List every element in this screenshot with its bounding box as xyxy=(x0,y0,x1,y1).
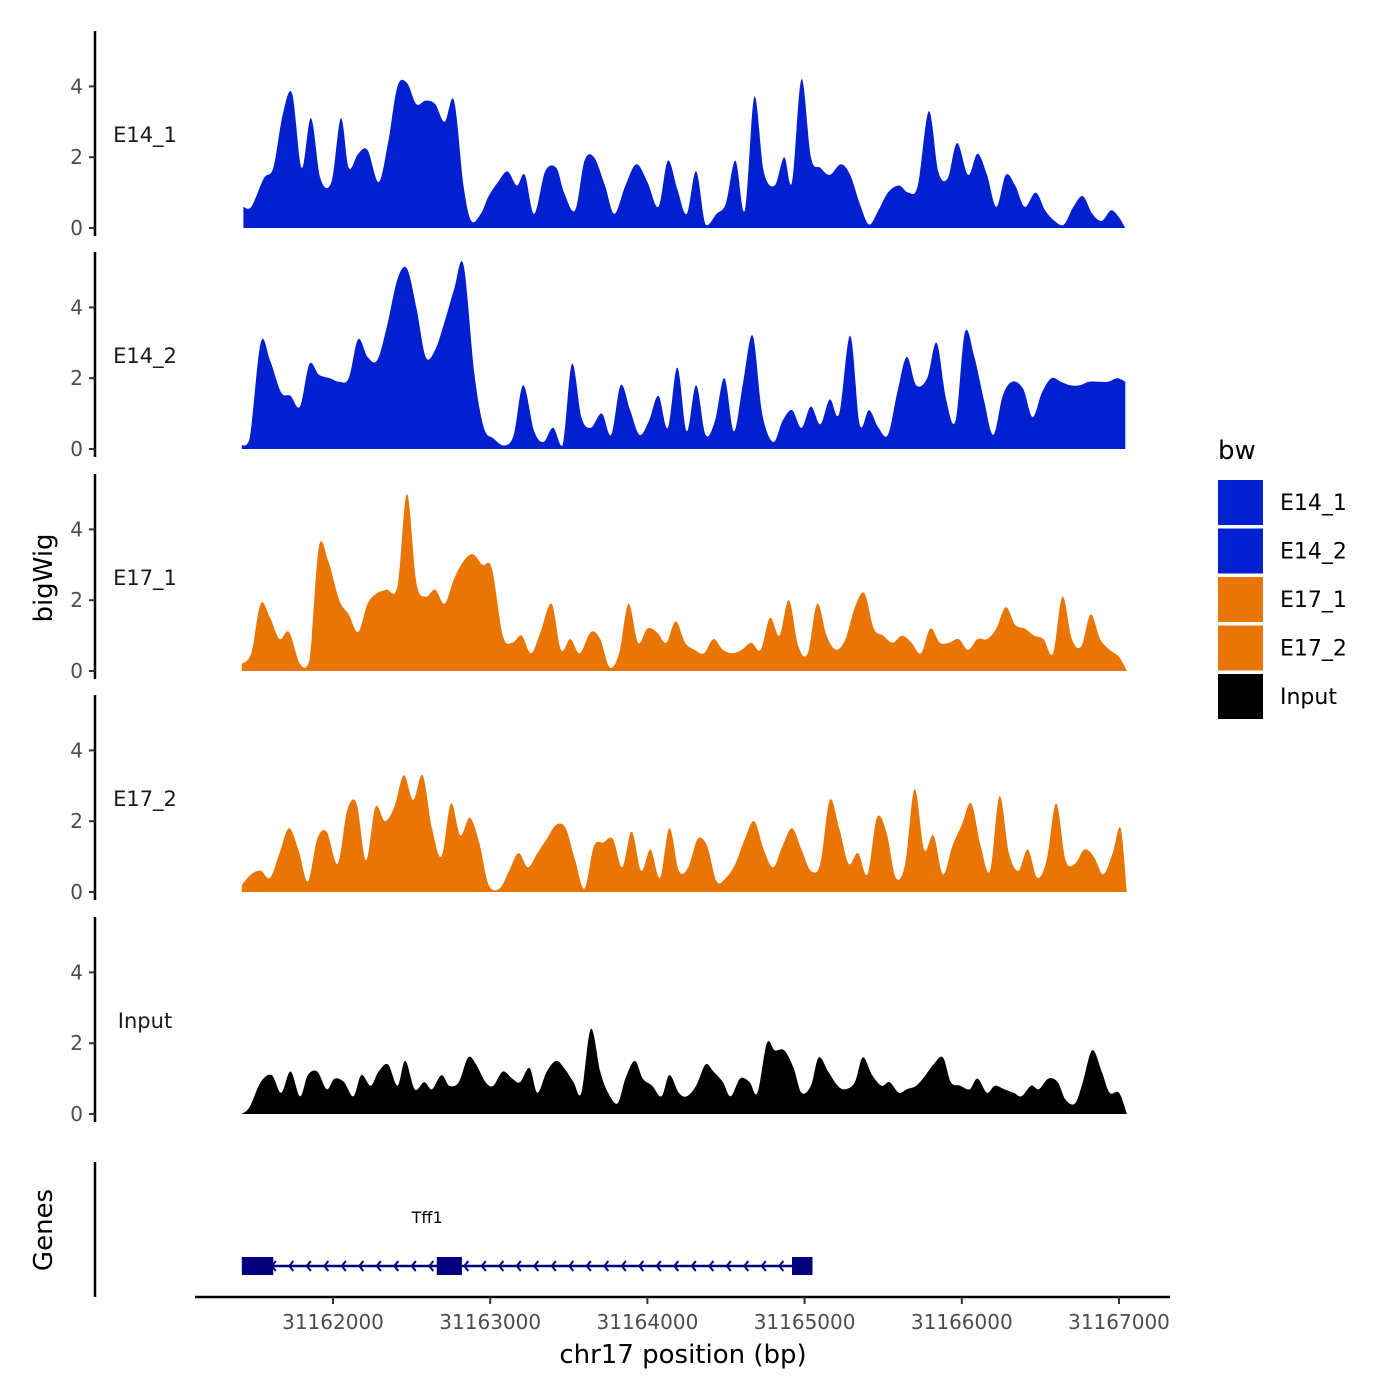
legend-label-input: Input xyxy=(1280,685,1337,710)
y-tick-label-e14-1-4: 4 xyxy=(70,74,83,98)
strand-chevron xyxy=(673,1260,680,1272)
strand-chevron xyxy=(568,1260,575,1272)
track-label-input: Input xyxy=(118,1009,172,1033)
y-tick-label-e14-1-2: 2 xyxy=(70,145,83,169)
strand-chevron xyxy=(428,1260,435,1272)
strand-chevron xyxy=(743,1260,750,1272)
track-label-e14-2: E14_2 xyxy=(113,344,177,369)
y-tick-label-e17-1-0: 0 xyxy=(70,659,83,683)
legend-swatch-e14-2 xyxy=(1218,528,1263,574)
x-tick-label-31162000: 31162000 xyxy=(282,1310,384,1334)
strand-chevron xyxy=(585,1260,592,1272)
strand-chevron xyxy=(375,1260,382,1272)
x-tick-label-31164000: 31164000 xyxy=(597,1310,699,1334)
coverage-area-e14-2 xyxy=(241,261,1126,449)
legend-swatch-e17-2 xyxy=(1218,625,1263,671)
y-tick-label-e17-1-2: 2 xyxy=(70,588,83,612)
strand-chevron xyxy=(305,1260,312,1272)
x-tick-label-31163000: 31163000 xyxy=(439,1310,541,1334)
strand-chevron xyxy=(725,1260,732,1272)
strand-chevron xyxy=(323,1260,330,1272)
track-label-e17-2: E17_2 xyxy=(113,787,177,812)
y-tick-label-e14-2-0: 0 xyxy=(70,437,83,461)
track-e17-1: 0 2 4 E17_1 xyxy=(70,474,1127,683)
y-tick-label-input-0: 0 xyxy=(70,1102,83,1126)
strand-chevron xyxy=(620,1260,627,1272)
legend-label-e14-2: E14_2 xyxy=(1280,540,1347,565)
bigwig-tracks: 0 2 4 E14_1 0 2 4 E14_2 0 2 4 E17_1 0 2 4 E17_2 0 2 4 Input xyxy=(70,31,1127,1126)
strand-chevron xyxy=(393,1260,400,1272)
gene-label-tff1: Tff1 xyxy=(411,1208,443,1227)
genes-axis-title: Genes xyxy=(29,1189,59,1271)
track-e14-2: 0 2 4 E14_2 xyxy=(70,252,1126,461)
x-axis-title: chr17 position (bp) xyxy=(559,1340,806,1370)
strand-chevron xyxy=(533,1260,540,1272)
coverage-area-e17-1 xyxy=(241,493,1127,671)
strand-chevron xyxy=(638,1260,645,1272)
legend: bw E14_1 E14_2 E17_1 E17_2 Input xyxy=(1218,436,1347,719)
strand-chevron xyxy=(760,1260,767,1272)
y-tick-label-e17-2-2: 2 xyxy=(70,809,83,833)
legend-label-e14-1: E14_1 xyxy=(1280,491,1347,516)
legend-label-e17-1: E17_1 xyxy=(1280,588,1347,613)
x-axis: 31162000 31163000 31164000 31165000 31166000… xyxy=(195,1295,1170,1334)
y-axis-title: bigWig xyxy=(29,533,59,622)
gene-exon-1 xyxy=(241,1257,274,1275)
legend-swatch-input xyxy=(1218,674,1263,719)
gene-exon-2 xyxy=(436,1257,462,1275)
strand-chevron xyxy=(690,1260,697,1272)
x-tick-label-31167000: 31167000 xyxy=(1068,1310,1170,1334)
track-input: 0 2 4 Input xyxy=(70,917,1127,1126)
y-tick-label-e14-2-4: 4 xyxy=(70,295,83,319)
strand-chevron xyxy=(550,1260,557,1272)
strand-chevron xyxy=(708,1260,715,1272)
strand-chevron xyxy=(655,1260,662,1272)
y-tick-label-e14-2-2: 2 xyxy=(70,366,83,390)
strand-chevron xyxy=(358,1260,365,1272)
legend-swatch-e17-1 xyxy=(1218,577,1263,622)
coverage-area-input xyxy=(241,1028,1127,1114)
track-e14-1: 0 2 4 E14_1 xyxy=(70,31,1126,240)
y-tick-label-input-2: 2 xyxy=(70,1031,83,1055)
x-tick-label-31166000: 31166000 xyxy=(911,1310,1013,1334)
track-label-e14-1: E14_1 xyxy=(113,123,177,148)
track-label-e17-1: E17_1 xyxy=(113,566,177,591)
y-tick-label-e17-2-0: 0 xyxy=(70,880,83,904)
y-tick-label-input-4: 4 xyxy=(70,960,83,984)
gene-track: Tff1 xyxy=(93,1162,813,1297)
strand-chevron xyxy=(340,1260,347,1272)
y-tick-label-e14-1-0: 0 xyxy=(70,216,83,240)
coverage-area-e14-1 xyxy=(243,79,1126,229)
legend-swatch-e14-1 xyxy=(1218,480,1263,525)
x-tick-label-31165000: 31165000 xyxy=(754,1310,856,1334)
strand-chevron xyxy=(410,1260,417,1272)
strand-chevron xyxy=(778,1260,785,1272)
legend-label-e17-2: E17_2 xyxy=(1280,637,1347,662)
strand-chevron xyxy=(498,1260,505,1272)
y-tick-label-e17-1-4: 4 xyxy=(70,517,83,541)
strand-chevron xyxy=(515,1260,522,1272)
strand-chevron xyxy=(463,1260,470,1272)
strand-chevron xyxy=(603,1260,610,1272)
strand-chevron xyxy=(480,1260,487,1272)
strand-chevron xyxy=(288,1260,295,1272)
y-tick-label-e17-2-4: 4 xyxy=(70,738,83,762)
coverage-area-e17-2 xyxy=(241,774,1127,892)
track-e17-2: 0 2 4 E17_2 xyxy=(70,695,1127,904)
legend-title: bw xyxy=(1218,436,1256,466)
gene-exon-3 xyxy=(792,1257,813,1275)
gene-tff1: Tff1 xyxy=(241,1208,813,1275)
